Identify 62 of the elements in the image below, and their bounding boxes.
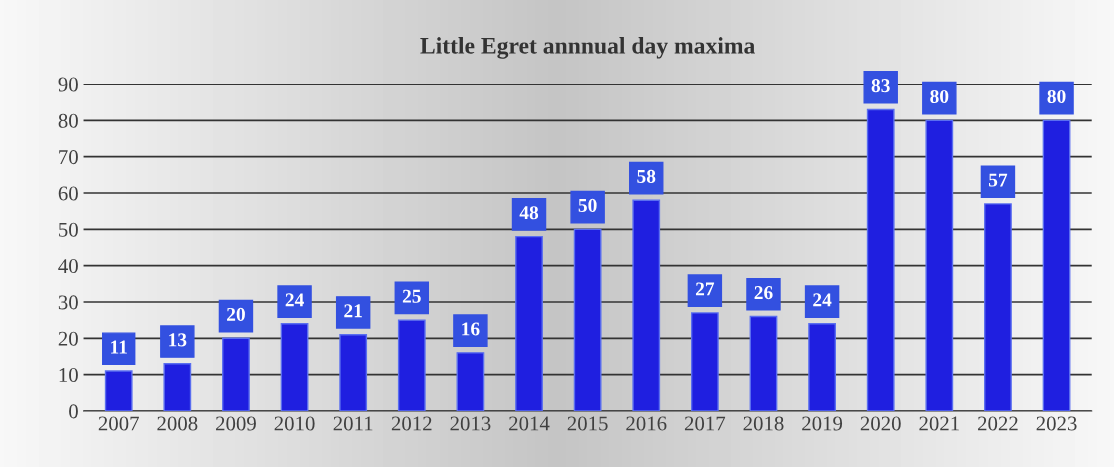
bar [866, 108, 895, 411]
y-tick-label: 90 [58, 77, 78, 92]
x-tick-label: 2017 [684, 416, 726, 431]
x-tick-label: 2014 [509, 416, 550, 431]
data-label: 58 [637, 169, 656, 183]
data-label: 83 [871, 79, 890, 93]
x-tick-label: 2021 [919, 416, 959, 431]
x-tick-label: 2020 [860, 416, 901, 431]
y-tick-label: 30 [58, 295, 78, 310]
y-tick-label: 40 [58, 259, 78, 274]
y-tick-label: 20 [58, 331, 78, 346]
bar [749, 315, 778, 411]
data-label: 13 [169, 333, 187, 347]
y-tick-label: 0 [69, 404, 78, 419]
y-tick-label: 50 [59, 222, 78, 237]
x-tick-label: 2011 [333, 416, 373, 431]
data-label: 11 [111, 340, 127, 354]
data-label: 27 [695, 282, 715, 296]
data-label: 50 [578, 198, 597, 212]
bar [104, 370, 133, 411]
bar [925, 119, 954, 411]
data-label: 57 [988, 173, 1008, 187]
data-label: 21 [344, 304, 362, 318]
bar [984, 203, 1012, 411]
x-tick-label: 2018 [743, 416, 784, 431]
x-tick-label: 2007 [98, 416, 139, 431]
data-label: 24 [285, 293, 304, 307]
bar [339, 333, 368, 411]
y-tick-label: 80 [58, 113, 78, 128]
data-label: 80 [1047, 89, 1066, 104]
y-tick-label: 70 [59, 150, 78, 165]
x-tick-label: 2013 [450, 416, 491, 431]
data-label: 24 [813, 293, 832, 307]
bar [397, 319, 426, 411]
bar [456, 352, 485, 411]
bar [573, 228, 602, 411]
bar [222, 337, 250, 411]
x-tick-label: 2008 [157, 416, 198, 431]
x-tick-label: 2009 [216, 416, 256, 431]
bar [632, 199, 661, 411]
bar [808, 323, 836, 411]
x-tick-label: 2010 [274, 416, 315, 431]
data-label: 25 [402, 289, 421, 303]
chart-title: Little Egret annnual day maxima [420, 37, 755, 59]
bar [1042, 119, 1071, 411]
bar [515, 235, 543, 411]
x-tick-label: 2019 [802, 416, 843, 431]
data-label: 80 [930, 89, 949, 104]
y-tick-label: 10 [59, 368, 78, 383]
bar [163, 363, 192, 411]
bar [690, 312, 719, 411]
y-tick-label: 60 [58, 186, 78, 201]
bar [280, 323, 309, 411]
x-tick-label: 2022 [978, 416, 1018, 431]
x-tick-label: 2015 [567, 416, 608, 431]
x-tick-label: 2012 [391, 416, 432, 431]
x-tick-label: 2023 [1036, 416, 1077, 431]
x-tick-label: 2016 [626, 416, 667, 431]
data-label: 48 [519, 206, 539, 220]
data-label: 20 [227, 307, 245, 321]
data-label: 16 [462, 322, 480, 336]
data-label: 26 [754, 286, 773, 300]
